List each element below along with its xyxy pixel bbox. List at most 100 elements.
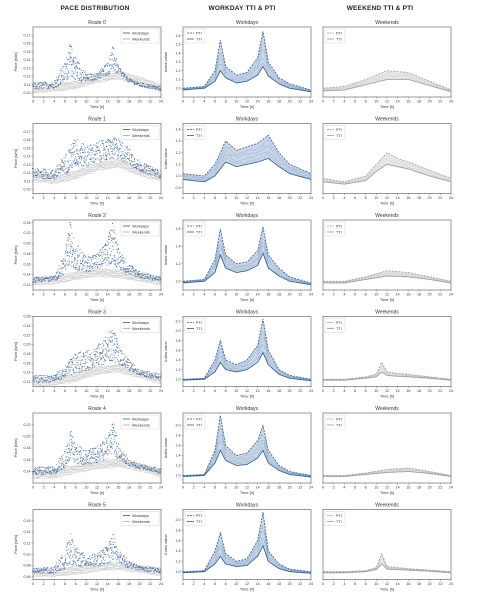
workday-point <box>123 73 125 75</box>
workday-point <box>145 275 147 277</box>
workday-point <box>81 155 83 157</box>
workday-point <box>85 457 87 459</box>
workday-point <box>35 472 38 474</box>
workday-point <box>146 376 148 378</box>
workday-point <box>71 63 73 65</box>
y-tick-label: 0.10 <box>24 553 31 557</box>
workday-point <box>41 84 43 86</box>
panel-title: Workdays <box>236 117 259 123</box>
workday-point <box>53 377 55 379</box>
workday-point <box>40 567 42 569</box>
workday-point <box>82 149 84 151</box>
workday-point <box>43 569 45 571</box>
workday-point <box>126 361 128 363</box>
workday-point <box>107 356 109 359</box>
workday-point <box>64 370 66 372</box>
workday-point <box>77 269 79 271</box>
workday-point <box>33 379 35 381</box>
workday-point <box>114 449 117 451</box>
workday-point <box>110 251 113 253</box>
workday-point <box>79 155 81 157</box>
workday-point <box>87 357 89 359</box>
workday-point <box>97 457 99 459</box>
workday-point <box>102 548 104 550</box>
workday-point <box>114 551 117 553</box>
workday-point <box>89 448 91 450</box>
workday-point <box>47 376 50 378</box>
workday-point <box>103 563 105 565</box>
workday-point <box>75 264 77 267</box>
workday-point <box>159 570 161 572</box>
workday-point <box>42 474 45 476</box>
workday-point <box>33 174 35 176</box>
workday-point <box>120 159 122 161</box>
workday-point <box>145 163 147 165</box>
workday-point <box>82 458 84 460</box>
workday-point <box>62 80 64 82</box>
pti-line <box>182 318 312 380</box>
tti-pti-band <box>323 70 451 92</box>
pti-line <box>182 134 312 177</box>
workday-point <box>36 170 38 173</box>
workday-point <box>50 280 52 282</box>
legend-tti-label: TTI <box>196 134 202 138</box>
workday-point <box>115 441 117 443</box>
workday-point <box>100 77 102 79</box>
x-tick-label: 16 <box>116 582 120 586</box>
workday-point <box>138 272 140 274</box>
workday-point <box>114 139 116 141</box>
weekend-trace <box>32 568 162 577</box>
workday-point <box>70 154 72 156</box>
workday-point <box>117 447 119 449</box>
workday-point <box>40 280 42 282</box>
y-tick-label: 0.12 <box>24 171 31 175</box>
workday-point <box>81 143 83 145</box>
workday-point <box>128 272 130 274</box>
workday-point <box>123 454 125 456</box>
workday-point <box>69 449 71 451</box>
workday-point <box>119 148 121 150</box>
workday-point <box>45 467 47 470</box>
workday-point <box>54 469 56 472</box>
workday-point <box>124 261 126 263</box>
workday-point <box>101 248 103 250</box>
tti-line <box>182 158 312 183</box>
workday-point <box>83 555 85 557</box>
workday-point <box>48 87 50 89</box>
pti-line <box>323 552 452 573</box>
x-tick-label: 22 <box>298 293 302 297</box>
workday-point <box>98 76 100 79</box>
workday-point <box>88 452 90 455</box>
workday-point <box>60 376 62 378</box>
workday-point <box>57 168 59 170</box>
workday-point <box>154 374 156 376</box>
workday-point <box>113 438 115 440</box>
workday-point <box>154 277 156 279</box>
header-pace-distribution: PACE DISTRIBUTION <box>60 5 130 12</box>
workday-point <box>35 571 37 573</box>
workday-point <box>123 268 125 270</box>
workday-point <box>67 76 69 78</box>
workday-point <box>120 154 122 156</box>
workday-point <box>72 564 74 566</box>
workday-point <box>108 72 111 74</box>
workday-point <box>36 168 38 170</box>
workday-point <box>113 231 115 233</box>
workday-point <box>99 254 101 256</box>
workday-point <box>55 80 57 82</box>
workday-point <box>36 82 38 84</box>
workday-point <box>107 140 110 142</box>
workday-point <box>62 258 65 260</box>
workday-point <box>49 375 51 377</box>
x-tick-label: 22 <box>298 196 302 200</box>
workday-point <box>101 450 103 452</box>
workday-points <box>32 44 162 92</box>
tti-pti-band <box>323 553 451 573</box>
inner-trace <box>182 237 312 284</box>
workday-point <box>111 148 113 150</box>
workday-point <box>89 457 92 459</box>
workday-point <box>157 373 159 375</box>
workday-point <box>83 76 85 78</box>
workday-point <box>103 455 105 457</box>
x-tick-label: 22 <box>148 582 152 586</box>
